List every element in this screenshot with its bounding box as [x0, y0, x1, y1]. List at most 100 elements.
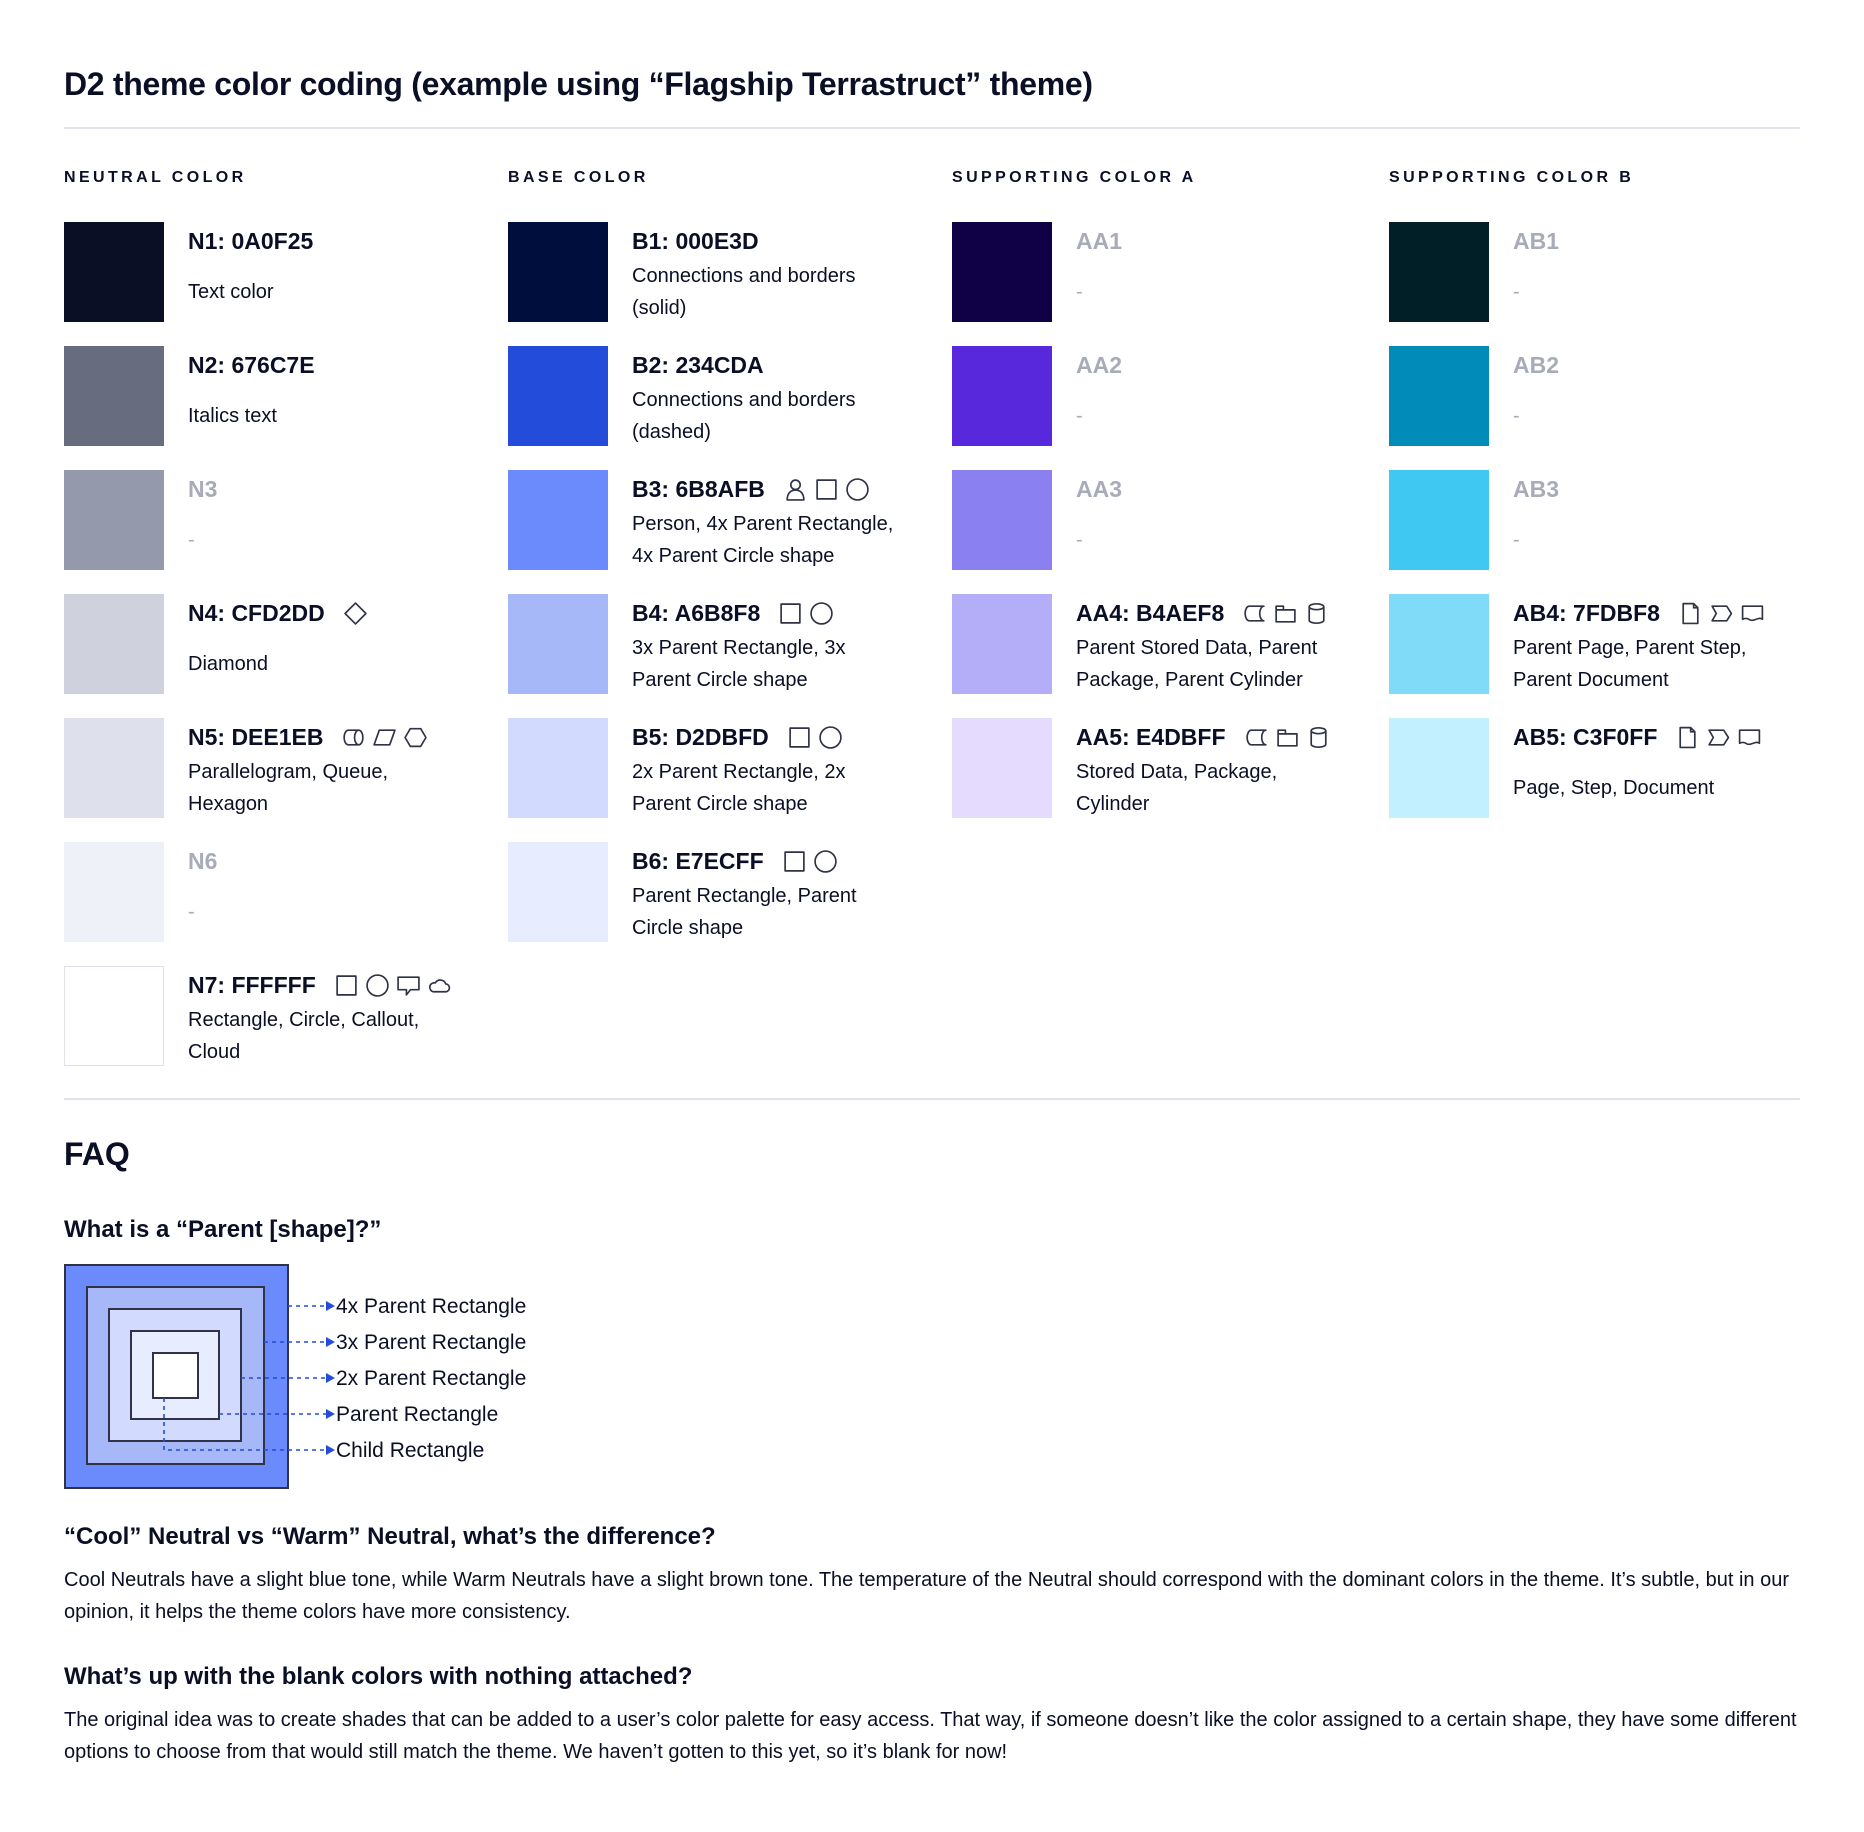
color-swatch	[64, 718, 164, 818]
color-usage: Connections and borders (dashed)	[632, 384, 952, 448]
package-icon	[1276, 728, 1298, 747]
person-icon	[786, 478, 805, 501]
faq-question-parent-shape: What is a “Parent [shape]?”	[64, 1216, 382, 1243]
usage-line: Text color	[188, 281, 274, 303]
rectangle-icon	[336, 974, 357, 996]
faq-title: FAQ	[64, 1136, 130, 1172]
diagram-label: 4x Parent Rectangle	[336, 1295, 526, 1318]
color-usage: Italics text	[188, 384, 508, 448]
arrowhead-icon	[326, 1445, 335, 1455]
color-swatch	[508, 470, 608, 570]
diagram-label: Child Rectangle	[336, 1439, 484, 1462]
usage-line: -	[1076, 281, 1083, 303]
usage-line: Hexagon	[188, 793, 269, 815]
color-label: B1: 000E3D	[632, 227, 759, 254]
color-swatch	[508, 842, 608, 942]
color-swatch	[64, 346, 164, 446]
color-column: BASE COLOR B1: 000E3D Connections and bord…	[508, 166, 938, 966]
step-icon	[1708, 728, 1730, 746]
color-swatch	[1389, 594, 1489, 694]
arrowhead-icon	[326, 1301, 335, 1311]
cloud-icon	[428, 978, 450, 993]
faq-question-cool-warm: “Cool” Neutral vs “Warm” Neutral, what’s…	[64, 1523, 716, 1550]
color-swatch	[508, 594, 608, 694]
color-usage: -	[188, 508, 508, 572]
color-label: AB1	[1513, 227, 1560, 254]
color-label: N7: FFFFFF	[188, 971, 316, 998]
color-swatch	[952, 718, 1052, 818]
color-column: SUPPORTING COLOR A AA1 - AA2 - AA3 - AA4: B4AEF…	[952, 166, 1382, 842]
color-usage: Text color	[188, 260, 508, 324]
color-usage: Parallelogram, Queue, Hexagon	[188, 756, 508, 820]
usage-line: Rectangle, Circle, Callout,	[188, 1009, 420, 1031]
color-label: AB5: C3F0FF	[1513, 723, 1658, 750]
faq-answer-cool-warm: Cool Neutrals have a slight blue tone, w…	[64, 1569, 1789, 1623]
usage-line: -	[188, 529, 195, 551]
stored-data-icon	[1245, 728, 1267, 746]
usage-line: Parent Rectangle, Parent	[632, 885, 857, 907]
color-swatch	[64, 222, 164, 322]
color-row: B6: E7ECFF Parent Rectangle, Parent Circle…	[508, 842, 938, 942]
color-row: N3 -	[64, 470, 494, 570]
color-label: AA5: E4DBFF	[1076, 723, 1226, 750]
usage-line: 3x Parent Rectangle, 3x	[632, 637, 846, 659]
color-usage: -	[1513, 508, 1833, 572]
color-row: AB3 -	[1389, 470, 1819, 570]
diagram-label: 2x Parent Rectangle	[336, 1367, 526, 1390]
color-label: B4: A6B8F8	[632, 599, 761, 626]
color-row: AA5: E4DBFF Stored Data, Package, Cylinder	[952, 718, 1382, 818]
usage-line: (solid)	[632, 297, 687, 319]
color-swatch	[1389, 346, 1489, 446]
usage-line: 4x Parent Circle shape	[632, 545, 835, 567]
color-label: N3	[188, 475, 218, 502]
color-swatch	[508, 346, 608, 446]
color-label: N4: CFD2DD	[188, 599, 325, 626]
color-column: SUPPORTING COLOR B AB1 - AB2 - AB3 - AB4: 7FDBF…	[1389, 166, 1819, 842]
usage-line: Connections and borders	[632, 265, 856, 287]
color-row: N7: FFFFFF Rectangle, Circle, Callout, Clo…	[64, 966, 494, 1066]
arrowhead-icon	[326, 1373, 335, 1383]
circle-icon	[810, 601, 833, 625]
diamond-icon	[343, 601, 367, 625]
color-label: AB2	[1513, 351, 1560, 378]
usage-line: Parent Document	[1513, 669, 1669, 691]
faq-answer-blank-colors: The original idea was to create shades t…	[64, 1709, 1797, 1763]
usage-line: Parallelogram, Queue,	[188, 761, 389, 783]
color-row: AA1 -	[952, 222, 1382, 322]
color-usage: -	[1513, 384, 1833, 448]
usage-line: Parent Stored Data, Parent	[1076, 637, 1318, 659]
usage-line: -	[188, 901, 195, 923]
color-row: B1: 000E3D Connections and borders (solid)	[508, 222, 938, 322]
usage-line: -	[1513, 529, 1520, 551]
parallelogram-icon	[373, 728, 397, 746]
document-icon	[1739, 728, 1761, 745]
color-swatch	[64, 842, 164, 942]
color-row: N6 -	[64, 842, 494, 942]
diagram-label: Parent Rectangle	[336, 1403, 498, 1426]
color-label: N2: 676C7E	[188, 351, 315, 378]
usage-line: Cloud	[188, 1041, 241, 1063]
color-row: AA3 -	[952, 470, 1382, 570]
color-row: AB4: 7FDBF8 Parent Page, Parent Step, Pare…	[1389, 594, 1819, 694]
color-row: AB1 -	[1389, 222, 1819, 322]
step-icon	[1711, 604, 1733, 622]
color-usage: Parent Rectangle, Parent Circle shape	[632, 880, 952, 944]
cylinder-icon	[1308, 602, 1325, 624]
circle-icon	[366, 973, 389, 997]
color-row: B3: 6B8AFB Person, 4x Parent Rectangle, 4x…	[508, 470, 938, 570]
usage-line: -	[1513, 405, 1520, 427]
rectangle-icon	[783, 850, 805, 872]
usage-line: 2x Parent Rectangle, 2x	[632, 761, 846, 783]
usage-line: Parent Circle shape	[632, 793, 808, 815]
page-icon	[1682, 602, 1699, 624]
color-usage: Parent Stored Data, Parent Package, Paren…	[1076, 632, 1396, 696]
rectangle-icon	[789, 726, 810, 748]
color-label: B3: 6B8AFB	[632, 475, 765, 502]
color-swatch	[64, 470, 164, 570]
color-row: B4: A6B8F8 3x Parent Rectangle, 3x Parent …	[508, 594, 938, 694]
faq-question-blank-colors: What’s up with the blank colors with not…	[64, 1663, 693, 1690]
color-swatch	[1389, 470, 1489, 570]
child-rectangle	[152, 1352, 199, 1399]
color-row: N2: 676C7E Italics text	[64, 346, 494, 446]
color-label: AA2	[1076, 351, 1123, 378]
